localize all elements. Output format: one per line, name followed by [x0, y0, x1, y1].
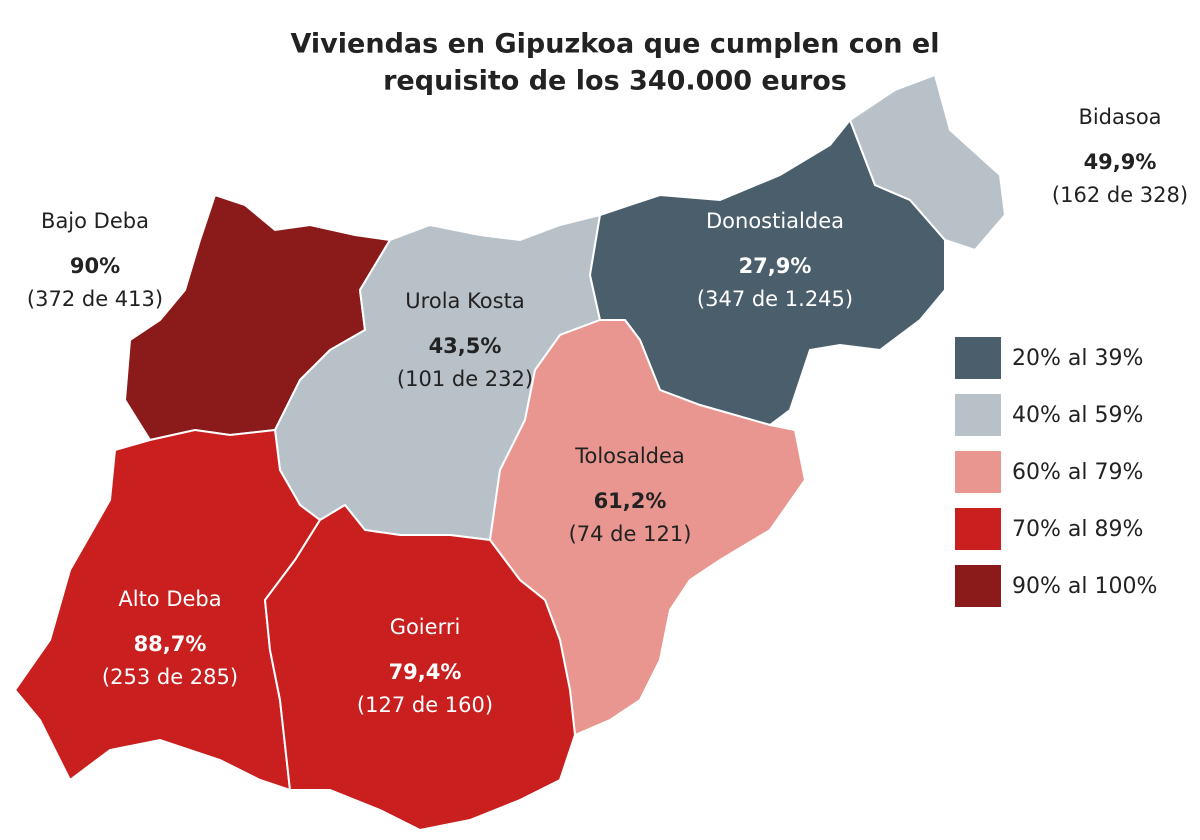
region-share: 49,9% [1084, 150, 1157, 174]
region-share: 61,2% [594, 489, 667, 513]
legend-swatch [955, 508, 1001, 550]
region-count: (74 de 121) [569, 522, 692, 546]
region-share: 90% [70, 254, 120, 278]
legend-swatch [955, 565, 1001, 607]
map-title: requisito de los 340.000 euros [383, 66, 847, 97]
region-count: (372 de 413) [27, 287, 163, 311]
region-name: Donostialdea [706, 209, 844, 233]
legend-swatch [955, 394, 1001, 436]
region-name: Alto Deba [118, 587, 221, 611]
legend-label: 90% al 100% [1012, 574, 1157, 599]
region-share: 43,5% [429, 334, 502, 358]
region-shape [263, 503, 577, 832]
region-share: 27,9% [739, 254, 812, 278]
region-count: (347 de 1.245) [697, 287, 853, 311]
region-name: Bidasoa [1078, 105, 1161, 129]
region-count: (162 de 328) [1052, 183, 1188, 207]
map-title: Viviendas en Gipuzkoa que cumplen con el [291, 29, 940, 60]
region-count: (101 de 232) [397, 367, 533, 391]
region-name: Goierri [390, 615, 461, 639]
region-shape [13, 428, 322, 792]
legend-label: 40% al 59% [1012, 403, 1143, 428]
region-share: 79,4% [389, 660, 462, 684]
region-count: (253 de 285) [102, 665, 238, 689]
legend-label: 70% al 89% [1012, 517, 1143, 542]
region-count: (127 de 160) [357, 693, 493, 717]
region-shape [488, 319, 807, 737]
region-name: Bajo Deba [41, 209, 149, 233]
region-shape [848, 73, 1007, 252]
region-name: Tolosaldea [574, 444, 685, 468]
legend-label: 60% al 79% [1012, 460, 1143, 485]
legend-swatch [955, 337, 1001, 379]
legend-label: 20% al 39% [1012, 346, 1143, 371]
region-share: 88,7% [134, 632, 207, 656]
region-name: Urola Kosta [405, 289, 524, 313]
legend-swatch [955, 451, 1001, 493]
